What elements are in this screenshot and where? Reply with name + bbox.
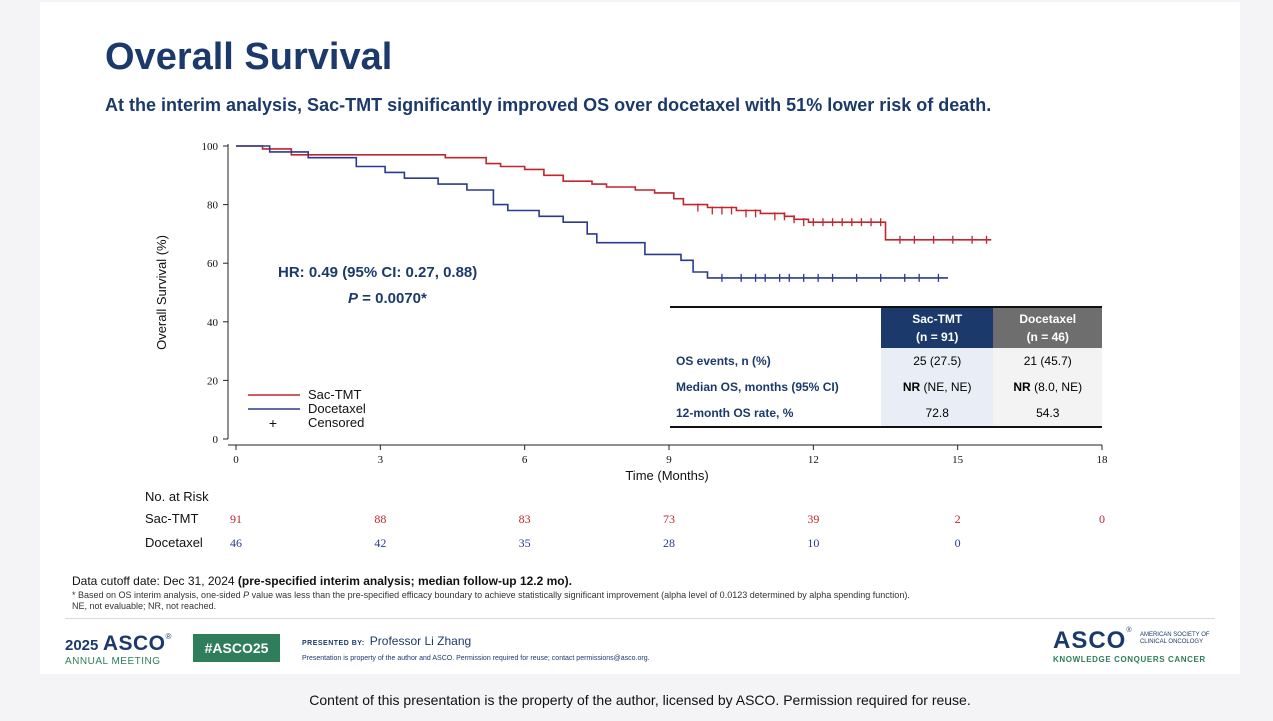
logo-registered: ® bbox=[165, 632, 172, 641]
society-line: AMERICAN SOCIETY OF bbox=[1139, 632, 1210, 638]
risk-row-label: Docetaxel bbox=[145, 535, 203, 550]
presented-by-label: PRESENTED BY: bbox=[302, 640, 365, 647]
series-line-doc bbox=[236, 145, 948, 279]
legend-censor-symbol: + bbox=[269, 415, 277, 431]
society-tagline: KNOWLEDGE CONQUERS CANCER bbox=[1053, 655, 1206, 664]
presented-by: PRESENTED BY: Professor Li Zhang bbox=[302, 634, 471, 648]
os-summary-table: Sac-TMT (n = 91) Docetaxel (n = 46) OS e… bbox=[670, 306, 1102, 428]
footnote-part: * Based on OS interim analysis, one-side… bbox=[72, 590, 244, 600]
logo-asco: ASCO bbox=[102, 632, 166, 655]
cell-text: 25 (27.5) bbox=[913, 354, 962, 368]
footnote-part: value was less than the pre-specified ef… bbox=[249, 590, 910, 600]
cell-sac: 25 (27.5) bbox=[880, 348, 994, 374]
risk-value-doc: 28 bbox=[663, 536, 675, 550]
cell-doc: 21 (45.7) bbox=[993, 348, 1102, 374]
footnote-p: P bbox=[243, 590, 250, 600]
asco-society-logo: ASCO® AMERICAN SOCIETY OF CLINICAL ONCOLO… bbox=[1053, 627, 1218, 664]
risk-header: No. at Risk bbox=[145, 489, 209, 504]
table-corner bbox=[670, 307, 881, 348]
risk-value-doc: 0 bbox=[955, 536, 961, 550]
row-label: Median OS, months (95% CI) bbox=[676, 380, 839, 394]
legend-label-censored: Censored bbox=[308, 415, 364, 430]
risk-value-sac: 2 bbox=[955, 512, 961, 526]
society-name: AMERICAN SOCIETY OF CLINICAL ONCOLOGY bbox=[1140, 632, 1210, 646]
row-label: OS events, n (%) bbox=[676, 354, 771, 368]
cell-text: 21 (45.7) bbox=[1023, 354, 1072, 368]
series-line-sac bbox=[236, 145, 992, 241]
slide-title: Overall Survival bbox=[105, 36, 393, 78]
cell-doc: 54.3 bbox=[993, 400, 1102, 427]
y-tick-label: 20 bbox=[207, 375, 219, 387]
presenter-name: Professor Li Zhang bbox=[369, 634, 472, 648]
asco-meeting-logo: 2025 ASCO® ANNUAL MEETING bbox=[65, 632, 171, 667]
footnote-pvalue: * Based on OS interim analysis, one-side… bbox=[72, 590, 910, 601]
risk-value-sac: 0 bbox=[1099, 512, 1105, 526]
table-header-doc: Docetaxel (n = 46) bbox=[993, 307, 1102, 348]
table-row: 12-month OS rate, % 72.8 54.3 bbox=[670, 400, 1102, 427]
footer-divider bbox=[65, 618, 1215, 619]
cell-sac: 72.8 bbox=[880, 400, 994, 427]
cell-text: 54.3 bbox=[1036, 406, 1060, 420]
footnote-abbrev: NE, not evaluable; NR, not reached. bbox=[72, 601, 217, 611]
cell-text: (NE, NE) bbox=[920, 380, 972, 394]
risk-value-doc: 10 bbox=[807, 536, 819, 550]
cell-text: (8.0, NE) bbox=[1030, 380, 1083, 394]
row-label: 12-month OS rate, % bbox=[676, 406, 794, 420]
slide-subtitle: At the interim analysis, Sac-TMT signifi… bbox=[105, 95, 992, 115]
risk-value-doc: 35 bbox=[519, 536, 531, 550]
cutoff-bold: (pre-specified interim analysis; median … bbox=[234, 574, 572, 588]
x-tick-label: 0 bbox=[233, 454, 239, 466]
x-tick-label: 6 bbox=[522, 454, 528, 466]
risk-value-doc: 42 bbox=[374, 536, 386, 550]
x-axis-label: Time (Months) bbox=[625, 468, 708, 483]
cell-text: 72.8 bbox=[925, 406, 949, 420]
society-line: CLINICAL ONCOLOGY bbox=[1139, 639, 1204, 645]
y-axis-label: Overall Survival (%) bbox=[154, 235, 169, 350]
copyright-caption: Content of this presentation is the prop… bbox=[309, 692, 971, 708]
hashtag-badge: #ASCO25 bbox=[193, 634, 280, 662]
society-registered: ® bbox=[1126, 627, 1132, 634]
table-header-sac-n: (n = 91) bbox=[916, 330, 959, 344]
table-row: OS events, n (%) 25 (27.5) 21 (45.7) bbox=[670, 348, 1102, 374]
cell-doc: NR (8.0, NE) bbox=[993, 374, 1102, 400]
logo-annual-meeting: ANNUAL MEETING bbox=[65, 656, 161, 667]
x-tick-label: 15 bbox=[952, 454, 964, 466]
y-tick-label: 60 bbox=[207, 258, 219, 270]
table-header-sac: Sac-TMT (n = 91) bbox=[880, 307, 994, 348]
legend-label-sac: Sac-TMT bbox=[308, 387, 362, 402]
risk-value-sac: 91 bbox=[230, 512, 242, 526]
legend-label-doc: Docetaxel bbox=[308, 401, 366, 416]
table-header-doc-name: Docetaxel bbox=[1019, 312, 1077, 326]
x-tick-label: 18 bbox=[1097, 454, 1109, 466]
cell-bold: NR bbox=[1013, 380, 1031, 394]
y-tick-label: 0 bbox=[213, 434, 219, 446]
y-tick-label: 80 bbox=[207, 200, 219, 212]
risk-value-sac: 88 bbox=[374, 512, 386, 526]
risk-value-sac: 73 bbox=[663, 512, 675, 526]
data-cutoff-note: Data cutoff date: Dec 31, 2024 (pre-spec… bbox=[72, 574, 572, 588]
logo-year: 2025 bbox=[65, 637, 99, 654]
table-header-sac-name: Sac-TMT bbox=[912, 312, 963, 326]
hr-annotation: HR: 0.49 (95% CI: 0.27, 0.88) bbox=[278, 264, 477, 281]
table-header-doc-n: (n = 46) bbox=[1026, 330, 1069, 344]
cutoff-text: Data cutoff date: Dec 31, 2024 bbox=[72, 574, 235, 588]
x-tick-label: 12 bbox=[808, 454, 819, 466]
p-value-annotation: P = 0.0070* bbox=[348, 290, 427, 307]
x-tick-label: 3 bbox=[378, 454, 384, 466]
x-tick-label: 9 bbox=[666, 454, 672, 466]
property-note: Presentation is property of the author a… bbox=[302, 655, 650, 662]
footnotes: * Based on OS interim analysis, one-side… bbox=[72, 590, 910, 612]
y-tick-label: 100 bbox=[202, 141, 219, 153]
y-tick-label: 40 bbox=[207, 317, 219, 329]
society-asco: ASCO bbox=[1053, 627, 1127, 654]
cell-bold: NR bbox=[902, 380, 921, 394]
cell-sac: NR (NE, NE) bbox=[880, 374, 994, 400]
risk-value-sac: 83 bbox=[519, 512, 531, 526]
risk-row-label: Sac-TMT bbox=[145, 511, 199, 526]
risk-value-sac: 39 bbox=[807, 512, 819, 526]
risk-value-doc: 46 bbox=[230, 536, 242, 550]
slide: Overall Survival At the interim analysis… bbox=[40, 2, 1240, 674]
table-row: Median OS, months (95% CI) NR (NE, NE) N… bbox=[670, 374, 1102, 400]
